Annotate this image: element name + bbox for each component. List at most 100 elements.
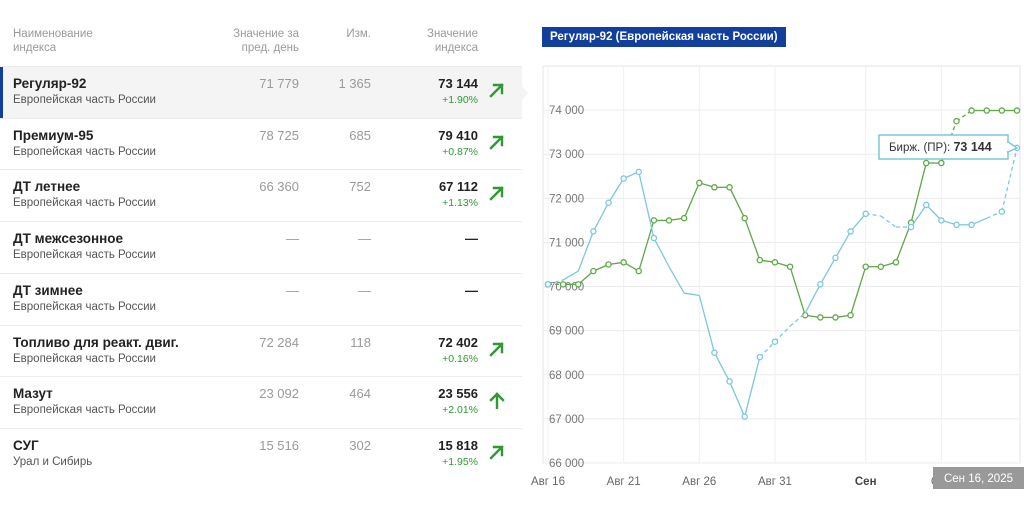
series-segment xyxy=(638,171,655,239)
index-value: 73 144 xyxy=(438,76,478,91)
data-point xyxy=(998,208,1006,215)
index-value: 67 112 xyxy=(438,179,478,195)
series-segment xyxy=(698,295,716,353)
table-row[interactable]: ДТ зимнее Европейская часть России — — — xyxy=(0,272,522,325)
data-point xyxy=(953,117,960,125)
series-segment xyxy=(789,312,806,327)
series-segment xyxy=(880,215,897,228)
change-value: — xyxy=(358,231,371,247)
table-row[interactable]: Регуляр-92 Европейская часть России 71 779… xyxy=(0,66,528,118)
data-point xyxy=(832,314,839,321)
series-segment xyxy=(986,210,1003,219)
index-region: Европейская часть России xyxy=(13,352,156,365)
change-value: 752 xyxy=(349,179,371,195)
index-name: Топливо для реакт. двиг. xyxy=(13,334,179,350)
series-segment xyxy=(728,381,746,417)
index-value: 15 818 xyxy=(438,437,478,453)
data-point xyxy=(726,184,733,191)
tooltip-pointer-mask xyxy=(1006,143,1009,151)
table-row[interactable]: ДТ летнее Европейская часть России 66 360 7… xyxy=(0,169,522,221)
series-segment xyxy=(713,352,731,382)
data-point xyxy=(1013,107,1021,114)
series-segment xyxy=(834,231,852,259)
index-region: Европейская часть России xyxy=(13,404,156,417)
series-segment xyxy=(804,284,821,314)
data-point xyxy=(605,261,612,268)
prev-value: 71 779 xyxy=(259,76,299,91)
data-point xyxy=(650,217,658,224)
y-tick-label: 74 000 xyxy=(549,105,584,117)
data-point xyxy=(696,179,703,187)
data-point xyxy=(726,378,733,385)
table-row[interactable]: ДТ межсезонное Европейская часть России — —… xyxy=(0,221,522,273)
index-region: Европейская часть России xyxy=(13,197,156,210)
series-segment xyxy=(728,187,746,219)
index-name: Премиум-95 xyxy=(13,127,94,143)
change-value: 685 xyxy=(349,127,371,143)
prev-value: 23 092 xyxy=(259,386,299,402)
series-segment xyxy=(849,266,867,316)
change-value: 464 xyxy=(349,386,371,402)
data-point xyxy=(922,159,930,167)
data-point xyxy=(741,413,748,420)
table-row[interactable]: Топливо для реакт. двиг. Европейская част… xyxy=(0,324,522,377)
index-region: Урал и Сибирь xyxy=(13,455,93,468)
data-point xyxy=(665,217,673,224)
series-segment xyxy=(895,222,912,263)
data-point xyxy=(968,107,975,114)
data-point xyxy=(922,201,930,209)
tooltip-label: Бирж. (ПР): xyxy=(889,142,953,154)
y-tick-label: 66 000 xyxy=(549,458,584,470)
index-value: — xyxy=(465,282,478,298)
x-tick-label: Авг 26 xyxy=(682,476,716,488)
index-name: ДТ зимнее xyxy=(13,282,83,298)
data-point xyxy=(983,107,990,114)
index-value: 23 556 xyxy=(438,386,478,402)
y-tick-label: 73 000 xyxy=(549,149,584,161)
data-point xyxy=(907,223,915,231)
series-segment xyxy=(592,202,610,232)
data-point xyxy=(711,349,718,356)
change-value: 118 xyxy=(350,334,371,350)
x-tick-label: Авг 16 xyxy=(531,476,565,488)
x-tick-label: Сен xyxy=(855,476,877,488)
table-row[interactable]: Мазут Европейская часть России 23 092 464 23… xyxy=(0,376,522,428)
table-row[interactable]: СУГ Урал и Сибирь 15 516 302 15 818 +1.95% xyxy=(0,427,522,480)
data-point xyxy=(605,199,612,206)
change-percent: +0.16% xyxy=(442,352,478,365)
chart-title: Регуляр-92 (Европейская часть России) xyxy=(542,27,786,47)
data-point xyxy=(771,259,779,266)
data-point xyxy=(741,214,748,222)
y-tick-label: 72 000 xyxy=(549,193,584,205)
index-region: Европейская часть России xyxy=(13,145,156,158)
change-percent: +1.13% xyxy=(442,197,478,210)
series-segment xyxy=(684,292,700,297)
series-segment xyxy=(668,266,685,294)
series-segment xyxy=(577,270,594,285)
table-row[interactable]: Премиум-95 Европейская часть России 78 725… xyxy=(0,117,522,170)
data-point xyxy=(711,184,718,191)
prev-value: 66 360 xyxy=(259,179,299,195)
index-name: СУГ xyxy=(13,437,39,453)
y-tick-label: 67 000 xyxy=(549,414,584,426)
table-header: Наименование индекса Значение за пред. ден… xyxy=(0,0,522,66)
data-point xyxy=(756,256,764,264)
change-value: 302 xyxy=(349,437,371,453)
header-name: Наименование индекса xyxy=(13,28,93,54)
data-point xyxy=(559,281,567,288)
prev-value: 15 516 xyxy=(259,437,299,453)
x-tick-label: Авг 31 xyxy=(758,476,792,488)
series-segment xyxy=(607,178,625,204)
change-value: — xyxy=(358,282,371,298)
series-segment xyxy=(774,325,791,343)
arrow-up-icon xyxy=(488,391,506,410)
data-point xyxy=(862,210,869,218)
data-point xyxy=(847,228,854,235)
data-point xyxy=(877,263,885,270)
series-segment xyxy=(577,231,594,272)
y-tick-label: 68 000 xyxy=(549,370,584,382)
y-tick-label: 69 000 xyxy=(549,326,584,338)
data-point xyxy=(650,234,658,242)
series-segment xyxy=(562,270,579,281)
